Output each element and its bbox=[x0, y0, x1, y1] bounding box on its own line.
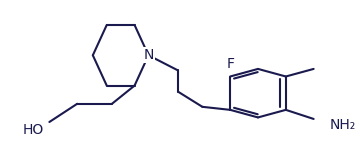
Text: F: F bbox=[226, 57, 234, 71]
Text: N: N bbox=[143, 48, 154, 62]
Text: HO: HO bbox=[23, 123, 44, 137]
Text: NH₂: NH₂ bbox=[329, 118, 356, 132]
